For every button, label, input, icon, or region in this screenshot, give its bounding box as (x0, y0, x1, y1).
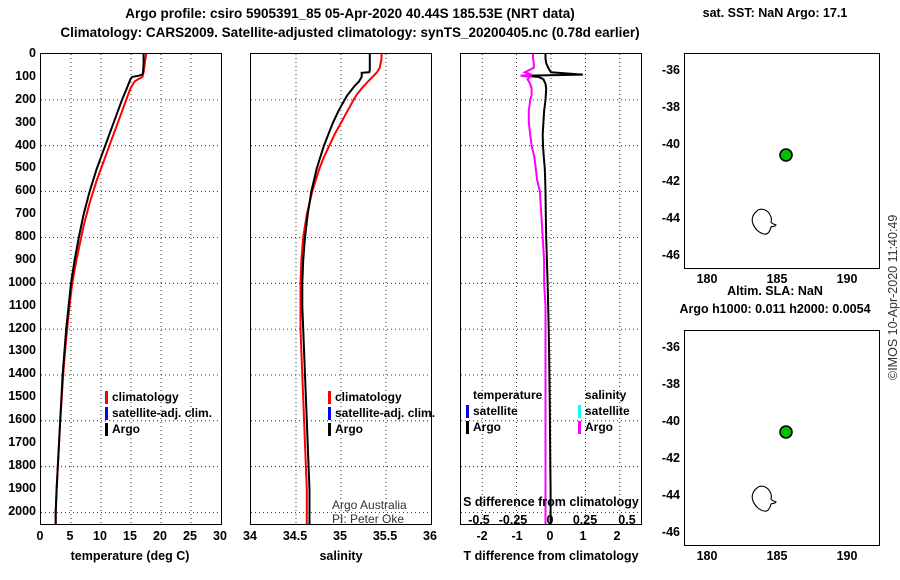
difference-panel (460, 53, 642, 525)
legend-swatch-temperature-satellite (466, 404, 469, 418)
map-top-plot (751, 148, 793, 235)
profile-location-marker (779, 148, 793, 162)
salinity-plot (251, 54, 431, 524)
legend-label-temperature-argo: Argo (473, 420, 501, 434)
difference-plot (461, 54, 641, 524)
legend-label-salinity-satellite: satellite (585, 404, 630, 418)
salinity-panel (250, 53, 432, 525)
map-bottom-panel (684, 330, 880, 546)
salinity-axis-label: salinity (319, 549, 363, 563)
legend-label-satellite-adj: satellite-adj. clim. (335, 406, 436, 420)
difference-legend-salinity: salinity satellite Argo (578, 388, 630, 434)
island-outline (751, 208, 777, 235)
salinity-legend: climatology satellite-adj. clim. Argo (328, 390, 435, 436)
legend-swatch-argo (328, 422, 331, 436)
temperature-axis-label: temperature (deg C) (70, 549, 190, 563)
copyright-label: ©IMOS 10-Apr-2020 11:40:49 (886, 214, 900, 380)
legend-swatch-climatology (328, 390, 331, 404)
legend-title-temperature: temperature (473, 388, 543, 402)
island-outline (751, 485, 777, 512)
map-top-panel (684, 53, 880, 269)
legend-swatch-salinity-satellite (578, 404, 581, 418)
sat-sst-label: sat. SST: NaN Argo: 17.1 (702, 6, 848, 20)
watermark: Argo Australia PI: Peter Oke (332, 498, 407, 526)
map-bottom-plot (751, 425, 793, 512)
watermark-line1: Argo Australia (332, 498, 407, 512)
legend-label-argo: Argo (112, 422, 140, 436)
legend-title-salinity: salinity (585, 388, 627, 402)
page-title-line1: Argo profile: csiro 5905391_85 05-Apr-20… (125, 6, 575, 21)
difference-temperature-curve (523, 54, 583, 524)
legend-swatch-satellite-adj (328, 406, 331, 420)
legend-swatch-argo (105, 422, 108, 436)
temperature-argo-curve (54, 54, 145, 524)
legend-label-argo: Argo (335, 422, 363, 436)
salinity-climatology-curve (299, 54, 383, 524)
legend-label-satellite-adj: satellite-adj. clim. (112, 406, 213, 420)
difference-legend-temperature: temperature satellite Argo (466, 388, 542, 434)
watermark-line2: PI: Peter Oke (332, 512, 405, 526)
salinity-argo-curve (301, 54, 371, 524)
altim-sla-label: Altim. SLA: NaN (727, 284, 823, 298)
legend-swatch-salinity-argo (578, 420, 581, 434)
legend-label-temperature-satellite: satellite (473, 404, 518, 418)
legend-swatch-climatology (105, 390, 108, 404)
temperature-panel (40, 53, 222, 525)
argo-heat-label: Argo h1000: 0.011 h2000: 0.0054 (679, 302, 871, 316)
page-title-line2: Climatology: CARS2009. Satellite-adjuste… (60, 25, 640, 40)
difference-bottom-axis-label: T difference from climatology (463, 549, 639, 563)
legend-label-climatology: climatology (335, 390, 402, 404)
profile-location-marker (779, 425, 793, 439)
legend-swatch-satellite-adj (105, 406, 108, 420)
difference-salinity-curve (520, 54, 547, 524)
temperature-gridlines (41, 54, 221, 524)
difference-top-axis-label: S difference from climatology (463, 495, 639, 509)
legend-swatch-temperature-argo (466, 420, 469, 434)
legend-label-salinity-argo: Argo (585, 420, 613, 434)
legend-label-climatology: climatology (112, 390, 179, 404)
temperature-plot (41, 54, 221, 524)
temperature-climatology-curve (54, 54, 147, 524)
temperature-legend: climatology satellite-adj. clim. Argo (105, 390, 212, 436)
